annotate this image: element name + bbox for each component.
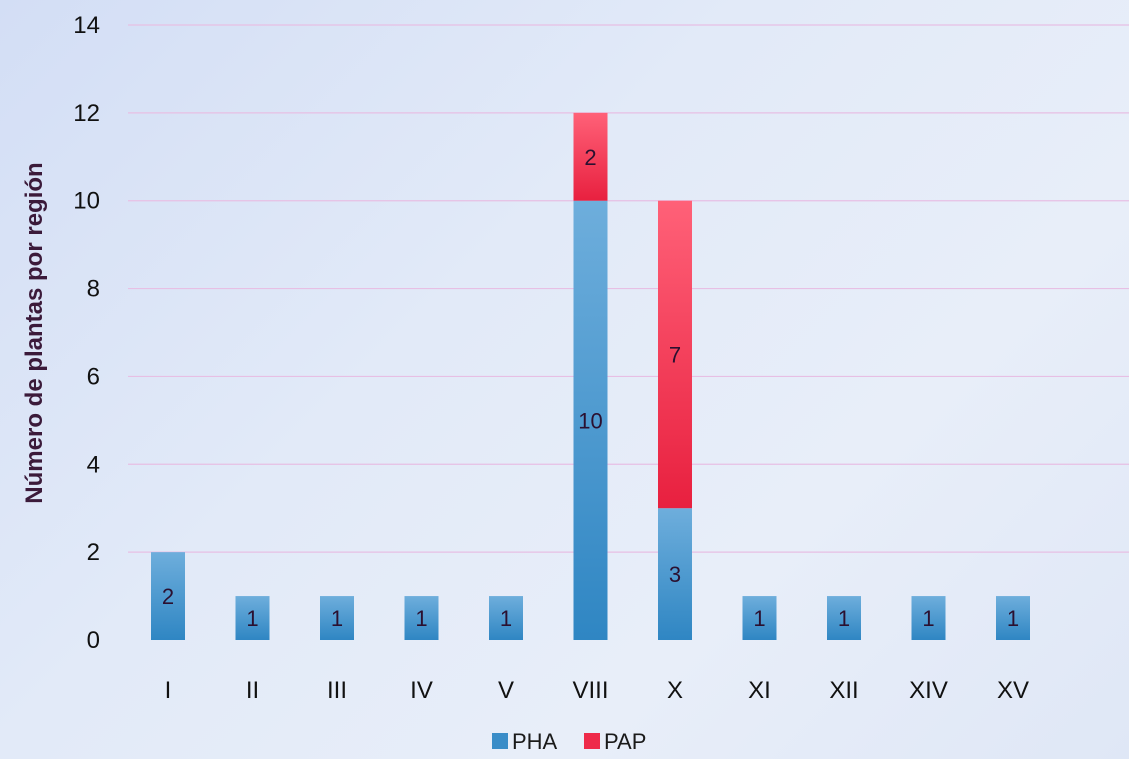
- y-axis-title: Número de plantas por región: [21, 162, 48, 503]
- bar-pha-i: [151, 552, 185, 640]
- data-label-pha-ii: 1: [246, 606, 258, 631]
- data-label-pha-i: 2: [162, 584, 174, 609]
- y-tick-label-6: 6: [87, 363, 100, 390]
- x-tick-label-viii: VIII: [572, 677, 608, 704]
- y-axis-ticks: 0 2 4 6 8 10 12 14: [73, 12, 100, 654]
- bars: [151, 112, 1030, 640]
- x-tick-label-xiv: XIV: [909, 677, 948, 704]
- data-label-pap-x: 7: [669, 342, 681, 367]
- x-tick-label-v: V: [498, 677, 514, 704]
- data-label-pha-xiv: 1: [922, 606, 934, 631]
- y-tick-label-2: 2: [87, 539, 100, 566]
- y-tick-label-8: 8: [87, 276, 100, 303]
- bar-pap-viii: [573, 112, 608, 201]
- x-tick-label-x: X: [667, 677, 683, 704]
- x-tick-label-iv: IV: [410, 677, 433, 704]
- bar-pha-xiv: [911, 596, 946, 640]
- y-tick-label-4: 4: [87, 451, 100, 478]
- x-tick-label-xv: XV: [997, 677, 1029, 704]
- y-tick-label-10: 10: [73, 188, 100, 215]
- bar-pha-xi: [742, 596, 777, 640]
- y-tick-label-0: 0: [87, 627, 100, 654]
- data-label-pha-xi: 1: [753, 606, 765, 631]
- bar-pha-xii: [827, 596, 861, 640]
- data-label-pha-viii: 10: [578, 408, 602, 433]
- x-tick-label-i: I: [165, 677, 172, 704]
- bar-pha-x: [658, 508, 692, 640]
- y-tick-label-12: 12: [73, 100, 100, 127]
- data-label-pha-iii: 1: [331, 606, 343, 631]
- bar-pha-ii: [235, 596, 270, 640]
- x-tick-label-iii: III: [327, 677, 347, 704]
- data-label-pha-xv: 1: [1007, 606, 1019, 631]
- legend-label-pha: PHA: [512, 729, 558, 754]
- x-tick-label-xi: XI: [748, 677, 771, 704]
- x-tick-label-ii: II: [246, 677, 259, 704]
- bar-pap-x: [658, 200, 692, 509]
- data-label-pha-iv: 1: [415, 606, 427, 631]
- legend-label-pap: PAP: [604, 729, 646, 754]
- bar-pha-v: [489, 596, 523, 640]
- data-label-pha-v: 1: [500, 606, 512, 631]
- bar-pha-xv: [996, 596, 1030, 640]
- gridlines: [128, 24, 1129, 553]
- data-label-pha-x: 3: [669, 562, 681, 587]
- data-label-pap-viii: 2: [584, 145, 596, 170]
- bar-pha-iii: [320, 596, 354, 640]
- bar-pha-iv: [404, 596, 439, 640]
- x-tick-label-xii: XII: [829, 677, 858, 704]
- bar-pha-viii: [573, 200, 608, 640]
- legend-swatch-pha: [492, 733, 508, 749]
- legend: PHA PAP: [492, 729, 646, 754]
- data-label-pha-xii: 1: [838, 606, 850, 631]
- y-tick-label-14: 14: [73, 12, 100, 39]
- legend-swatch-pap: [584, 733, 600, 749]
- x-axis-ticks: I II III IV V VIII X XI XII XIV XV: [165, 677, 1029, 704]
